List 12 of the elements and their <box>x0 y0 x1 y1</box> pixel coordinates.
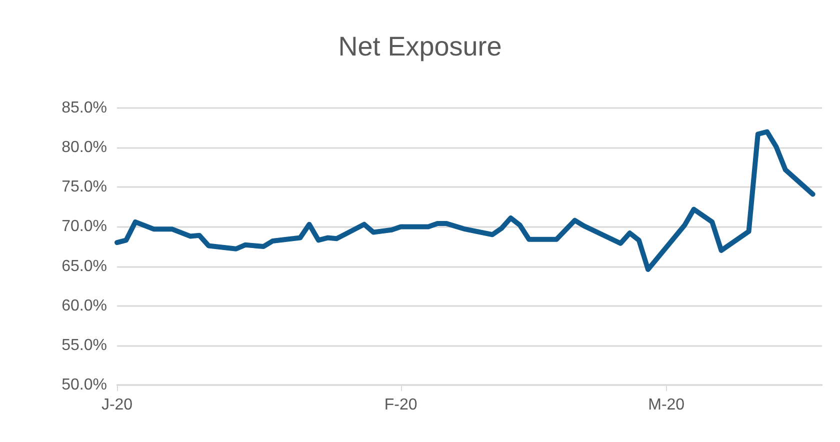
y-tick-label: 85.0% <box>62 100 107 116</box>
y-tick-label: 70.0% <box>62 218 107 236</box>
y-tick-label: 50.0% <box>62 376 107 394</box>
x-tick-label: M-20 <box>648 396 685 414</box>
x-tick-label: J-20 <box>101 396 133 414</box>
y-tick-label: 75.0% <box>62 178 107 196</box>
y-tick-label: 65.0% <box>62 258 107 275</box>
y-tick-label: 60.0% <box>62 297 107 314</box>
chart-title: Net Exposure <box>338 32 502 62</box>
y-tick-label: 80.0% <box>62 139 107 156</box>
y-tick-label: 55.0% <box>62 336 107 354</box>
x-tick-label: F-20 <box>384 396 418 414</box>
